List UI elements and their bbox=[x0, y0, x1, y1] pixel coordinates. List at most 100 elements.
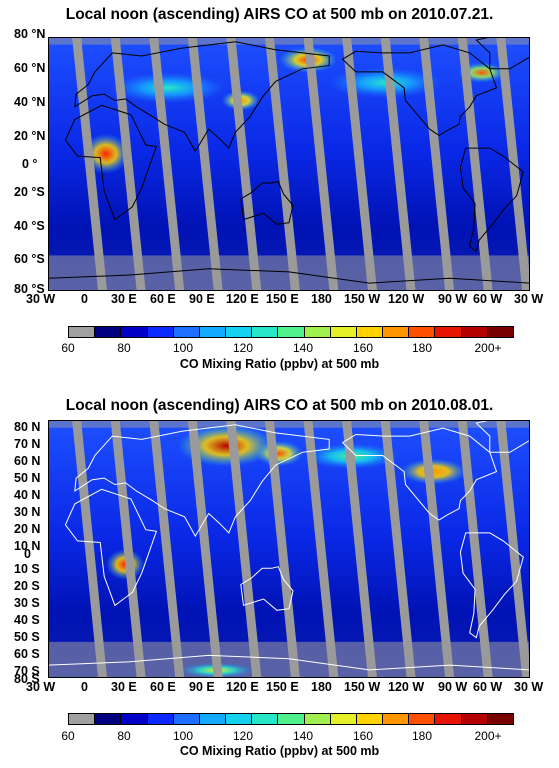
colorbar-tick: 80 bbox=[117, 341, 131, 355]
lat-label: 40 N bbox=[14, 488, 41, 502]
lat-label: 0 ° bbox=[22, 157, 38, 171]
antarctica-outline bbox=[48, 654, 530, 671]
colorbar-tick: 100 bbox=[172, 729, 194, 743]
no-data-swath bbox=[419, 37, 455, 291]
lat-label: 40 °S bbox=[14, 219, 45, 233]
lon-label: 30 W bbox=[26, 680, 56, 694]
no-data-swath bbox=[380, 420, 416, 678]
longitude-labels: 30 W 0 30 E 60 E 90 E 120 E 150 E 180 15… bbox=[26, 292, 556, 308]
no-data-swath bbox=[187, 37, 223, 291]
no-data-band bbox=[48, 37, 530, 45]
no-data-swath bbox=[380, 37, 416, 291]
colorbar-swatch bbox=[251, 714, 278, 724]
colorbar-swatch bbox=[355, 714, 383, 724]
colorbar-swatch bbox=[277, 327, 304, 337]
lon-label: 60 E bbox=[150, 680, 176, 694]
no-data-swath bbox=[303, 420, 339, 678]
lon-label: 0 bbox=[81, 292, 88, 306]
lat-label: 20 °S bbox=[14, 185, 45, 199]
colorbar-swatch bbox=[382, 327, 409, 337]
no-data-band bbox=[48, 420, 530, 428]
lat-label: 40 °N bbox=[14, 95, 46, 109]
lon-label: 60 W bbox=[473, 680, 503, 694]
colorbar-swatch bbox=[303, 714, 330, 724]
colorbar-swatch bbox=[198, 714, 226, 724]
lon-label: 30 W bbox=[514, 680, 544, 694]
co-plume bbox=[110, 72, 227, 104]
no-data-swath bbox=[226, 37, 262, 291]
no-data-swath bbox=[264, 420, 300, 678]
europe-asia-outline bbox=[74, 41, 330, 153]
lat-label: 80 °N bbox=[14, 27, 46, 41]
colorbar-swatch bbox=[251, 327, 278, 337]
colorbar-swatch bbox=[120, 714, 147, 724]
colorbar-tick: 200+ bbox=[474, 729, 502, 743]
lat-label: 50 S bbox=[14, 630, 40, 644]
lon-label: 0 bbox=[81, 680, 88, 694]
colorbar-swatch bbox=[225, 327, 252, 337]
lat-label: 60 °N bbox=[14, 61, 46, 75]
lon-label: 90 E bbox=[189, 292, 215, 306]
no-data-swath bbox=[342, 37, 378, 291]
greenland-outline bbox=[475, 37, 530, 70]
lat-label: 50 N bbox=[14, 471, 41, 485]
colorbar-swatch bbox=[329, 327, 356, 337]
lon-label: 180 bbox=[311, 680, 332, 694]
colorbar-swatch bbox=[382, 714, 409, 724]
colorbar-swatch bbox=[146, 327, 173, 337]
colorbar-swatch bbox=[434, 327, 461, 337]
colorbar-swatch bbox=[329, 714, 356, 724]
colorbar-tick: 80 bbox=[117, 729, 131, 743]
antarctica-outline bbox=[48, 268, 530, 284]
lon-label: 30 E bbox=[111, 680, 137, 694]
colorbar-swatch bbox=[172, 327, 199, 337]
map-frame bbox=[48, 37, 530, 291]
lon-label: 60 E bbox=[150, 292, 176, 306]
longitude-labels: 30 W 0 30 E 60 E 90 E 120 E 150 E 180 15… bbox=[26, 680, 556, 696]
no-data-swath bbox=[342, 420, 378, 678]
colorbar-swatch bbox=[94, 327, 121, 337]
colorbar-title: CO Mixing Ratio (ppbv) at 500 mb bbox=[179, 744, 380, 758]
co-plume bbox=[255, 440, 304, 467]
lon-label: 60 W bbox=[473, 292, 503, 306]
colorbar-swatch bbox=[94, 714, 121, 724]
lon-label: 90 W bbox=[438, 680, 468, 694]
colorbar-swatch bbox=[303, 327, 330, 337]
no-data-swath bbox=[264, 37, 300, 291]
lon-label: 150 W bbox=[344, 292, 381, 306]
africa-outline bbox=[64, 488, 158, 607]
lon-label: 120 E bbox=[226, 292, 259, 306]
lat-label: 80 °S bbox=[14, 282, 45, 296]
lat-label: 70 S bbox=[14, 664, 40, 678]
no-data-swath bbox=[72, 420, 108, 678]
colorbar-tick: 100 bbox=[172, 341, 194, 355]
co-heatmap-map bbox=[48, 420, 530, 678]
lat-label: 70 N bbox=[14, 437, 41, 451]
no-data-swath bbox=[110, 420, 146, 678]
australia-outline bbox=[240, 180, 294, 225]
lon-label: 120 E bbox=[226, 680, 259, 694]
colorbar-swatch bbox=[408, 714, 435, 724]
colorbar-title: CO Mixing Ratio (ppbv) at 500 mb bbox=[179, 357, 380, 371]
africa-outline bbox=[64, 104, 158, 221]
lat-label: 60 N bbox=[14, 454, 41, 468]
lat-label: 30 S bbox=[14, 596, 40, 610]
co-plume bbox=[399, 458, 468, 485]
colorbar-tick: 60 bbox=[61, 341, 75, 355]
colorbar-swatch bbox=[355, 327, 383, 337]
colorbar-swatch bbox=[460, 714, 487, 724]
colorbar-tick: 140 bbox=[292, 729, 314, 743]
lon-label: 90 W bbox=[438, 292, 468, 306]
no-data-swath bbox=[457, 37, 493, 291]
no-data-swath bbox=[110, 37, 146, 291]
north-america-outline bbox=[341, 44, 498, 136]
map-frame bbox=[48, 420, 530, 678]
colorbar-swatch bbox=[146, 714, 173, 724]
australia-outline bbox=[240, 566, 294, 611]
no-data-swath bbox=[419, 420, 455, 678]
lat-label: 20 °N bbox=[14, 129, 46, 143]
map-title: Local noon (ascending) AIRS CO at 500 mb… bbox=[65, 6, 494, 23]
colorbar-swatch bbox=[69, 714, 95, 724]
lat-label: 60 °S bbox=[14, 252, 45, 266]
no-data-swath bbox=[149, 37, 185, 291]
